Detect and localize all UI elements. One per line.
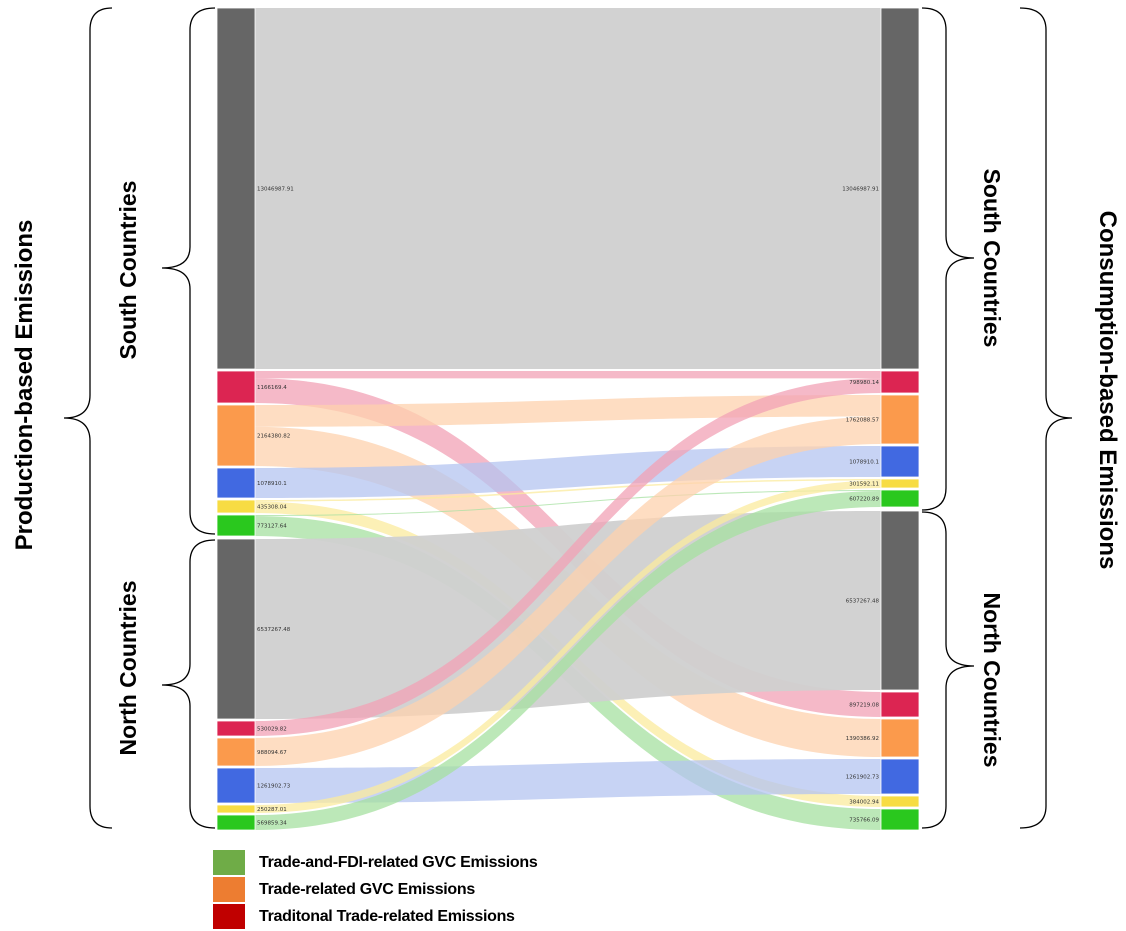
right-node-value: 6537267.48 (846, 599, 880, 605)
sankey-flow (255, 371, 881, 379)
right-node-value: 1078910.1 (849, 460, 879, 466)
right-node-south-green (880, 489, 920, 508)
right-node-value: 1762088.57 (846, 418, 880, 424)
sankey-flow (255, 395, 881, 427)
left-node-north-green (216, 814, 256, 831)
left-node-value: 2164380.82 (257, 434, 290, 440)
right-node-north-fdi_gvc (880, 758, 920, 795)
left-node-north-traditional (216, 720, 256, 737)
sankey-flow (255, 511, 881, 719)
legend-label: Trade-and-FDI-related GVC Emissions (259, 853, 538, 871)
sankey-flows (255, 8, 881, 830)
right-node-value: 798980.14 (849, 380, 879, 386)
sankey-flow (255, 378, 881, 736)
left-node-north-yellow (216, 804, 256, 814)
legend-swatch (213, 850, 245, 875)
left-node-south-traditional (216, 370, 256, 404)
right-node-value: 301592.11 (849, 482, 879, 488)
sankey-node-values: 13046987.91 1166169.4 2164380.82 1078910.1 4… (257, 187, 879, 827)
left-node-value: 773127.64 (257, 524, 287, 530)
left-node-north-fdi_gvc (216, 767, 256, 804)
sankey-flow (255, 8, 881, 369)
left-node-value: 6537267.48 (257, 627, 291, 633)
right-node-value: 607220.89 (849, 497, 879, 503)
legend-label: Traditonal Trade-related Emissions (259, 907, 515, 925)
left-node-value: 13046987.91 (257, 187, 294, 193)
left-node-value: 530029.82 (257, 727, 287, 733)
left-node-value: 988094.67 (257, 750, 287, 756)
sankey-flow (255, 479, 881, 502)
right-node-value: 735766.09 (849, 818, 879, 824)
right-node-north-green (880, 808, 920, 831)
left-node-value: 1166169.4 (257, 385, 287, 391)
left-north-label: North Countries (115, 580, 141, 755)
brace-left-north (161, 539, 216, 829)
legend-swatch (213, 904, 245, 929)
production-label: Production-based Emissions (11, 220, 38, 551)
sankey-flow (255, 416, 881, 766)
left-node-value: 435308.04 (257, 505, 287, 511)
right-node-north-traditional (880, 691, 920, 718)
left-node-north-gvc (216, 737, 256, 767)
left-node-value: 1261902.73 (257, 784, 291, 790)
right-node-south-domestic (880, 7, 920, 370)
left-south-label: South Countries (115, 181, 141, 360)
legend-label: Trade-related GVC Emissions (259, 880, 475, 898)
legend-swatch (213, 877, 245, 902)
legend-item: Trade-and-FDI-related GVC Emissions (213, 850, 538, 875)
right-node-north-yellow (880, 795, 920, 808)
right-node-value: 1261902.73 (846, 775, 880, 781)
left-node-value: 569859.34 (257, 821, 287, 827)
right-node-south-gvc (880, 394, 920, 445)
brace-consumption (1019, 7, 1073, 829)
right-node-north-domestic (880, 510, 920, 691)
right-node-value: 897219.08 (849, 703, 879, 709)
legend: Trade-and-FDI-related GVC Emissions Trade… (213, 850, 538, 931)
legend-item: Traditonal Trade-related Emissions (213, 904, 537, 929)
left-node-value: 250287.01 (257, 807, 287, 813)
brace-production (63, 7, 113, 829)
consumption-label: Consumption-based Emissions (1094, 211, 1121, 570)
left-node-south-fdi_gvc (216, 467, 256, 499)
sankey-diagram: 13046987.91 1166169.4 2164380.82 1078910.1 4… (11, 7, 1121, 831)
right-node-value: 1390386.92 (846, 736, 879, 742)
left-node-north-domestic (216, 538, 256, 720)
sankey-flow (255, 491, 881, 830)
right-north-label: North Countries (979, 592, 1005, 767)
sankey-flow (255, 480, 881, 813)
right-node-value: 384002.94 (849, 800, 879, 806)
right-node-south-yellow (880, 478, 920, 489)
left-node-south-gvc (216, 404, 256, 467)
right-south-label: South Countries (979, 169, 1005, 348)
brace-right-north (921, 511, 975, 829)
brace-right-south (921, 7, 975, 511)
brace-left-south (161, 7, 216, 535)
left-node-south-domestic (216, 7, 256, 370)
left-node-south-green (216, 514, 256, 537)
right-node-value: 13046987.91 (842, 187, 879, 193)
left-node-south-yellow (216, 499, 256, 514)
sankey-nodes (216, 7, 920, 831)
sankey-flow (255, 490, 881, 517)
right-node-north-gvc (880, 718, 920, 758)
legend-item: Trade-related GVC Emissions (213, 877, 537, 902)
right-node-south-fdi_gvc (880, 445, 920, 478)
right-node-south-traditional (880, 370, 920, 394)
left-node-value: 1078910.1 (257, 481, 287, 487)
